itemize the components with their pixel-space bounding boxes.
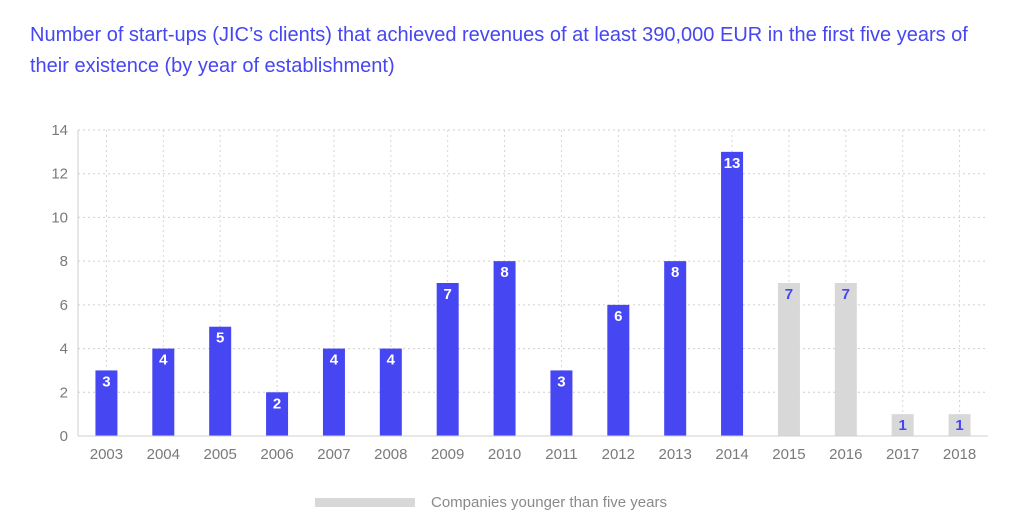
x-tick-label: 2007 bbox=[317, 446, 350, 463]
x-tick-label: 2003 bbox=[90, 446, 123, 463]
data-label: 1 bbox=[955, 417, 963, 434]
y-axis: 0 2 4 6 8 10 12 14 bbox=[51, 122, 79, 445]
data-label: 4 bbox=[387, 352, 396, 369]
y-tick-label: 10 bbox=[51, 209, 68, 226]
bar bbox=[209, 326, 232, 436]
legend-swatch bbox=[315, 498, 415, 507]
x-tick-label: 2005 bbox=[204, 446, 237, 463]
y-tick-label: 6 bbox=[60, 297, 68, 314]
y-tick-label: 0 bbox=[60, 428, 68, 445]
data-label: 4 bbox=[159, 352, 168, 369]
legend: Companies younger than five years bbox=[315, 494, 667, 511]
data-label: 8 bbox=[500, 264, 508, 281]
data-label: 6 bbox=[614, 308, 622, 325]
bar bbox=[266, 392, 289, 436]
x-tick-label: 2013 bbox=[659, 446, 692, 463]
data-label: 3 bbox=[102, 373, 110, 390]
x-tick-label: 2004 bbox=[147, 446, 180, 463]
bar bbox=[664, 261, 687, 436]
x-tick-label: 2014 bbox=[715, 446, 748, 463]
data-label: 5 bbox=[216, 330, 224, 347]
data-label: 13 bbox=[724, 155, 741, 172]
data-label: 4 bbox=[330, 352, 339, 369]
chart-title: Number of start-ups (JIC’s clients) that… bbox=[30, 24, 968, 77]
bar-young-company bbox=[834, 283, 857, 436]
x-tick-label: 2010 bbox=[488, 446, 521, 463]
x-tick-label: 2017 bbox=[886, 446, 919, 463]
y-tick-label: 4 bbox=[60, 341, 68, 358]
bar bbox=[152, 348, 175, 436]
legend-label: Companies younger than five years bbox=[431, 494, 667, 511]
bar-young-company bbox=[948, 414, 971, 436]
bar bbox=[379, 348, 402, 436]
x-tick-label: 2008 bbox=[374, 446, 407, 463]
data-label: 2 bbox=[273, 395, 281, 412]
x-tick-label: 2018 bbox=[943, 446, 976, 463]
x-tick-label: 2006 bbox=[260, 446, 293, 463]
y-tick-label: 2 bbox=[60, 384, 68, 401]
bar bbox=[95, 370, 118, 436]
data-label: 7 bbox=[785, 286, 793, 303]
x-tick-label: 2012 bbox=[602, 446, 635, 463]
x-axis: 2003 2004 2005 2006 2007 2008 2009 2010 2011 2012… bbox=[78, 435, 988, 463]
bar-young-company bbox=[891, 414, 914, 436]
y-tick-label: 14 bbox=[51, 122, 68, 139]
bars: 3 4 5 2 4 4 7 8 3 6 8 13 7 7 1 1 bbox=[95, 151, 971, 436]
bar-young-company bbox=[777, 283, 800, 436]
x-tick-label: 2016 bbox=[829, 446, 862, 463]
bar bbox=[493, 261, 516, 436]
y-tick-label: 12 bbox=[51, 166, 68, 183]
data-label: 3 bbox=[557, 373, 565, 390]
bar bbox=[322, 348, 345, 436]
data-label: 7 bbox=[842, 286, 850, 303]
data-label: 7 bbox=[444, 286, 452, 303]
bar bbox=[436, 283, 459, 436]
x-tick-label: 2009 bbox=[431, 446, 464, 463]
y-tick-label: 8 bbox=[60, 253, 68, 270]
bar bbox=[607, 304, 630, 436]
bar bbox=[721, 151, 744, 436]
x-tick-label: 2015 bbox=[772, 446, 805, 463]
data-label: 8 bbox=[671, 264, 679, 281]
data-label: 1 bbox=[899, 417, 907, 434]
x-tick-label: 2011 bbox=[545, 446, 577, 463]
bar bbox=[550, 370, 573, 436]
